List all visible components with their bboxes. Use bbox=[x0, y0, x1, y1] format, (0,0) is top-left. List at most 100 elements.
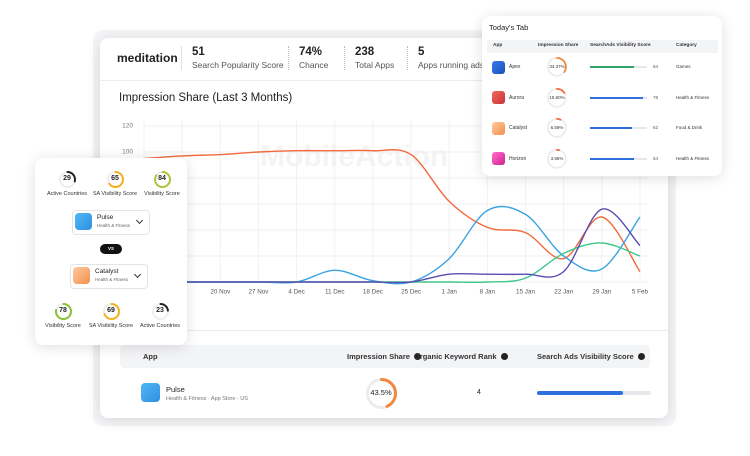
score-ring bbox=[106, 170, 124, 188]
ring-value bbox=[547, 148, 567, 169]
ring-value bbox=[547, 57, 567, 77]
table-header: Impression Share bbox=[347, 352, 421, 361]
score-ring bbox=[58, 170, 76, 188]
header-band bbox=[487, 40, 718, 53]
x-tick-label: 22 Jan bbox=[554, 289, 573, 296]
x-tick-label: 29 Jan bbox=[592, 289, 611, 296]
table-header: Impression Share bbox=[538, 43, 579, 48]
app-name: Catalyst bbox=[95, 268, 119, 275]
app-icon bbox=[492, 152, 505, 166]
table-header: Organic Keyword Rank bbox=[414, 352, 508, 361]
ring-value bbox=[547, 118, 567, 139]
app-icon bbox=[73, 267, 90, 284]
bar bbox=[590, 96, 644, 99]
ring-value bbox=[151, 302, 169, 320]
stat-value: 51 bbox=[192, 46, 205, 58]
stat-label: Total Apps bbox=[355, 60, 395, 70]
ring-value bbox=[106, 170, 124, 188]
table-header: Category bbox=[676, 43, 697, 48]
vs-pill: VS bbox=[100, 244, 122, 254]
score-label: Active Countries bbox=[46, 191, 88, 197]
bar bbox=[590, 127, 633, 130]
series-line bbox=[143, 205, 641, 285]
score-label: SA Visibility Score bbox=[88, 323, 134, 329]
table-header: App bbox=[493, 43, 503, 48]
card-title: Today's Tab bbox=[489, 23, 529, 32]
score-label: Visibility Score bbox=[45, 323, 81, 329]
impression-ring bbox=[547, 148, 567, 169]
score-value: 84 bbox=[158, 175, 166, 182]
series-line bbox=[143, 208, 641, 284]
impression-value: 34.37% bbox=[549, 64, 565, 69]
app-category: Health & Fitness bbox=[95, 277, 129, 282]
series-line bbox=[143, 242, 641, 283]
impression-ring bbox=[547, 57, 567, 77]
x-tick-label: 1 Jan bbox=[441, 289, 457, 296]
x-tick-label: 27 Nov bbox=[248, 289, 269, 296]
table-header-band bbox=[120, 345, 650, 368]
app-name: Aurora bbox=[509, 94, 525, 101]
visibility-value: 78 bbox=[653, 94, 659, 100]
impression-ring bbox=[547, 118, 567, 139]
x-tick-label: 18 Dec bbox=[363, 289, 383, 296]
score-ring bbox=[151, 302, 169, 320]
chart-title: Impression Share (Last 3 Months) bbox=[119, 92, 292, 104]
watermark: MobileAction bbox=[260, 140, 448, 173]
bar bbox=[590, 66, 634, 68]
divider bbox=[100, 80, 668, 81]
score-value: 23 bbox=[156, 307, 164, 314]
impression-value: 15.60% bbox=[549, 94, 565, 100]
category: Games bbox=[676, 64, 691, 69]
app-icon bbox=[75, 213, 92, 230]
x-tick-label: 11 Dec bbox=[325, 289, 344, 296]
app-icon bbox=[141, 383, 160, 402]
y-tick-label: 100 bbox=[122, 149, 133, 156]
ring-value bbox=[54, 302, 72, 320]
score-value: 29 bbox=[63, 175, 71, 182]
table-header: App bbox=[143, 352, 158, 361]
y-tick-label: 120 bbox=[122, 123, 133, 130]
score-value: 65 bbox=[111, 175, 119, 182]
score-value: 69 bbox=[107, 307, 115, 314]
table-header: Search Ads Visibility Score bbox=[537, 352, 645, 361]
category: Food & Drink bbox=[676, 125, 703, 131]
app-icon bbox=[492, 60, 505, 74]
impression-ring bbox=[547, 87, 567, 108]
impression-value: 43.5% bbox=[370, 388, 392, 397]
visibility-value: 62 bbox=[653, 125, 659, 131]
score-label: Visibility Score bbox=[144, 191, 180, 197]
app-name: Horizon bbox=[509, 155, 527, 162]
x-tick-label: 25 Dec bbox=[401, 289, 421, 296]
stat-value: 74% bbox=[299, 46, 323, 58]
stat-value: 5 bbox=[418, 46, 425, 58]
impression-value: 3.95% bbox=[550, 155, 564, 161]
ring-value bbox=[547, 87, 567, 108]
stat-label: Chance bbox=[299, 60, 329, 70]
bar bbox=[537, 391, 623, 395]
score-value: 78 bbox=[59, 307, 67, 314]
app-name: Catalyst bbox=[509, 125, 528, 132]
keyword: meditation bbox=[117, 51, 178, 65]
impression-ring bbox=[365, 377, 397, 409]
bar bbox=[590, 157, 634, 160]
stat-divider bbox=[181, 46, 182, 70]
x-tick-label: 15 Jan bbox=[516, 289, 535, 296]
score-ring bbox=[153, 170, 171, 188]
divider bbox=[100, 330, 668, 331]
ring-value bbox=[365, 377, 397, 409]
app-category: Health & Fitness bbox=[97, 223, 131, 228]
x-tick-label: 4 Dec bbox=[288, 289, 304, 296]
app-icon bbox=[492, 91, 505, 105]
stat-label: Search Popularity Score bbox=[192, 60, 284, 70]
x-tick-label: 8 Jan bbox=[480, 289, 496, 296]
impression-value: 6.59% bbox=[550, 125, 564, 131]
info-icon bbox=[500, 353, 508, 360]
app-name: Apex bbox=[509, 64, 521, 70]
stat-label: Apps running ads bbox=[418, 60, 485, 70]
score-label: Active Countries bbox=[139, 323, 181, 329]
info-icon bbox=[637, 353, 645, 360]
category: Health & Fitness bbox=[676, 94, 710, 100]
app-icon bbox=[492, 121, 505, 135]
app-name: Pulse bbox=[166, 385, 185, 394]
